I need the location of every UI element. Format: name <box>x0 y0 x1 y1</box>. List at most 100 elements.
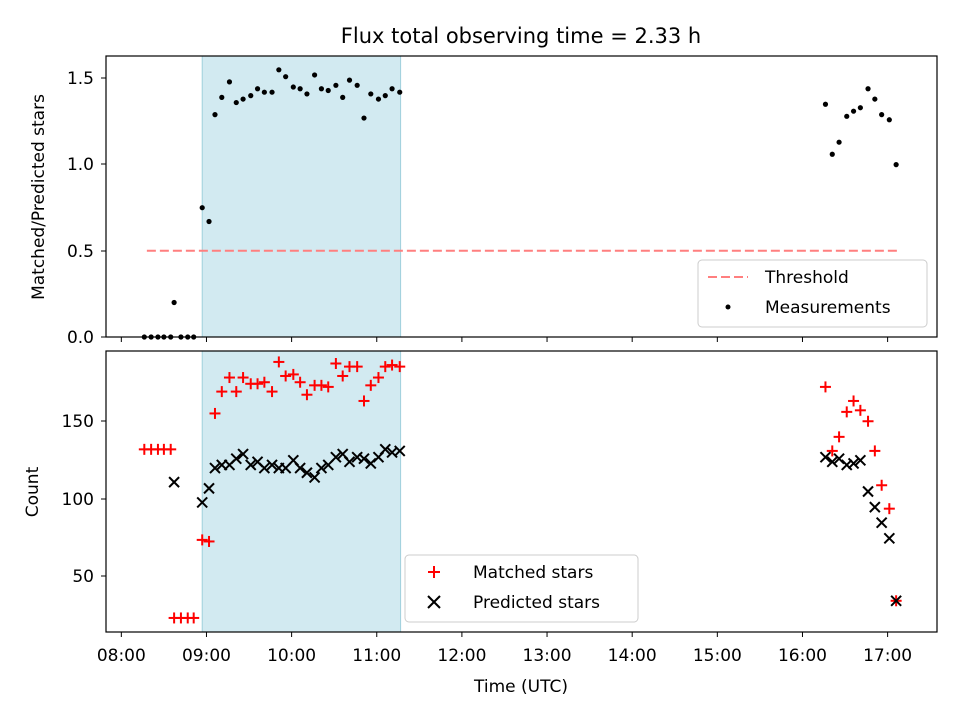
matched-star-point <box>315 379 327 391</box>
measurement-point <box>829 151 835 157</box>
predicted-star-point <box>379 443 391 456</box>
matched-stars-points <box>138 356 902 624</box>
measurement-point <box>171 299 177 306</box>
predicted-star-point <box>315 462 328 474</box>
matched-star-point <box>883 503 895 515</box>
predicted-star-point <box>168 476 180 488</box>
predicted-star-point <box>826 456 838 468</box>
measurement-point <box>368 91 374 97</box>
predicted-star-point <box>266 459 278 471</box>
matched-star-point <box>365 379 377 391</box>
bottom-shaded-region <box>201 350 402 633</box>
predicted-legend-swatch <box>427 595 441 609</box>
matched-star-point <box>188 612 200 624</box>
measurements-legend-swatch <box>725 304 731 310</box>
matched-star-point <box>322 381 334 393</box>
predicted-star-point <box>230 453 242 465</box>
x-tick-label: 10:00 <box>267 646 316 666</box>
measurement-point <box>822 101 829 107</box>
predicted-star-point <box>890 595 902 607</box>
bottom-axes-frame <box>105 350 938 633</box>
predicted-star-point <box>343 456 356 468</box>
measurement-point <box>375 96 382 102</box>
top-shaded-region <box>201 55 402 338</box>
predicted-star-point <box>833 453 845 465</box>
x-tick-label: 14:00 <box>608 646 657 666</box>
measurement-point <box>290 84 296 90</box>
measurement-point <box>382 93 388 99</box>
matched-star-point <box>869 445 881 457</box>
measurement-point <box>219 94 225 100</box>
matched-star-point <box>876 479 888 491</box>
matched-star-point <box>337 370 349 382</box>
matched-star-point <box>216 386 228 398</box>
x-axis-ticks: 08:00 09:00 10:00 11:00 12:00 13:00 14:00 15:00… <box>97 632 912 666</box>
top-x-ticks <box>120 337 889 342</box>
measurement-point <box>304 91 310 97</box>
matched-star-point <box>848 395 860 407</box>
top-axes-frame <box>105 55 938 338</box>
predicted-star-point <box>841 459 853 471</box>
predicted-star-point <box>301 467 313 479</box>
measurement-point <box>333 82 339 88</box>
predicted-stars-points <box>168 443 902 607</box>
measurement-point <box>261 89 267 95</box>
top-panel: 0.0 0.5 1.0 1.5 Matched/Predicted stars … <box>29 55 938 348</box>
measurement-point <box>361 115 367 121</box>
x-tick-label: 08:00 <box>97 646 146 666</box>
matched-star-point <box>351 361 363 373</box>
matched-star-point <box>165 443 177 455</box>
matched-star-point <box>203 535 215 547</box>
matched-star-point <box>394 361 406 373</box>
x-tick-label: 15:00 <box>693 646 742 666</box>
predicted-star-point <box>294 462 306 474</box>
measurement-point <box>318 86 325 92</box>
bottom-panel: 50 100 150 Count 08:00 09:00 10:00 11:00 12:… <box>23 350 938 697</box>
x-tick-label: 09:00 <box>182 646 231 666</box>
x-tick-label: 17:00 <box>863 646 912 666</box>
matched-star-point <box>379 361 391 373</box>
measurement-point <box>879 112 885 118</box>
measurement-point <box>233 99 239 106</box>
predicted-star-point <box>237 448 249 460</box>
matched-star-point <box>826 445 838 457</box>
matched-star-point <box>358 395 370 407</box>
top-y-tick-label: 1.5 <box>67 69 94 89</box>
measurement-point <box>857 105 863 111</box>
measurement-points <box>141 67 899 340</box>
measurement-point <box>226 79 233 85</box>
x-tick-label: 12:00 <box>437 646 486 666</box>
predicted-star-point <box>351 451 363 463</box>
predicted-star-point <box>209 462 221 474</box>
measurement-point <box>844 113 850 119</box>
measurement-point <box>312 72 318 78</box>
matched-star-point <box>841 406 853 418</box>
predicted-star-point <box>308 471 321 484</box>
chart-title: Flux total observing time = 2.33 h <box>341 24 701 48</box>
matched-star-point <box>819 381 831 393</box>
matched-legend-swatch <box>428 566 440 578</box>
predicted-star-point <box>875 517 888 529</box>
predicted-star-point <box>330 451 342 463</box>
measurement-point <box>254 86 261 92</box>
matched-star-point <box>252 378 264 390</box>
measurement-point <box>397 89 403 95</box>
measurement-point <box>240 96 246 102</box>
matched-star-point <box>196 534 208 546</box>
matched-star-point <box>294 376 306 388</box>
matched-star-point <box>273 356 285 368</box>
measurement-point <box>269 89 275 95</box>
matched-star-point <box>266 386 278 398</box>
matched-legend-label: Matched stars <box>473 563 593 583</box>
predicted-star-point <box>245 459 257 471</box>
bottom-y-axis: 50 100 150 <box>62 412 106 587</box>
matched-star-point <box>833 431 845 443</box>
measurement-point <box>346 77 353 83</box>
top-legend: Threshold Measurements <box>697 259 928 328</box>
predicted-star-point <box>258 462 271 474</box>
measurement-point <box>212 112 218 118</box>
measurement-point <box>297 86 303 92</box>
matched-star-point <box>209 407 221 419</box>
measurement-point <box>199 205 205 211</box>
